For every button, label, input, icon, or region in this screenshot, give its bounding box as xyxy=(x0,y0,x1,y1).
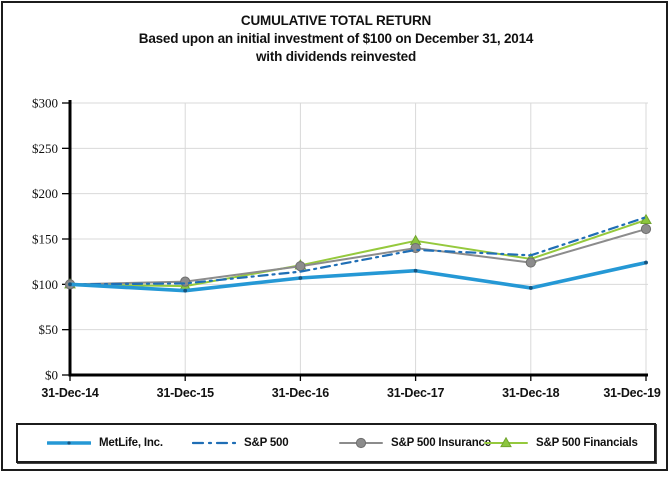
x-tick-label: 31-Dec-19 xyxy=(603,386,661,400)
s-p-500-insurance-marker xyxy=(355,437,367,449)
s-p-500-insurance-marker xyxy=(180,276,191,287)
chart-subtitle-line1: Based upon an initial investment of $100… xyxy=(138,31,534,46)
y-tick-label: $250 xyxy=(32,141,58,156)
legend-item-metlife: MetLife, Inc. xyxy=(47,425,163,461)
s-p-500-line xyxy=(68,216,648,286)
metlife-inc--marker xyxy=(67,441,71,445)
metlife-inc--marker xyxy=(413,268,418,273)
chart-title: CUMULATIVE TOTAL RETURN xyxy=(240,13,432,28)
s-p-500-insurance-line xyxy=(69,228,647,286)
legend-label-sp500: S&P 500 xyxy=(244,437,289,449)
legend-item-sp500-insurance: S&P 500 Insurance xyxy=(339,425,491,461)
y-tick-label: $150 xyxy=(32,232,58,247)
legend: MetLife, Inc. S&P 500 S&P 500 Insurance … xyxy=(16,423,656,463)
metlife-inc--marker xyxy=(183,288,188,293)
sp500-financials-line-sample xyxy=(484,437,528,448)
metlife-inc--line xyxy=(68,260,648,293)
metlife-inc--marker xyxy=(298,276,303,280)
y-tick-label: $100 xyxy=(32,277,58,292)
legend-label-sp500-financials: S&P 500 Financials xyxy=(536,437,638,449)
s-p-500-financials-marker xyxy=(500,437,512,448)
x-tick-label: 31-Dec-18 xyxy=(502,386,560,400)
s-p-500-insurance-marker xyxy=(640,223,652,235)
s-p-500-insurance-marker xyxy=(295,261,306,272)
metlife-inc--marker xyxy=(528,286,533,290)
legend-item-sp500-financials: S&P 500 Financials xyxy=(484,425,638,461)
sp500-insurance-line-sample xyxy=(339,437,383,449)
s-p-500-insurance-marker xyxy=(525,257,536,268)
y-tick-label: $50 xyxy=(39,322,59,337)
x-tick-label: 31-Dec-17 xyxy=(387,386,445,400)
metlife-line-sample xyxy=(47,441,91,445)
chart-subtitle-line2: with dividends reinvested xyxy=(255,49,417,64)
legend-label-metlife: MetLife, Inc. xyxy=(99,437,163,449)
metlife-inc--marker xyxy=(68,282,72,287)
x-tick-label: 31-Dec-16 xyxy=(272,386,330,400)
y-tick-label: $0 xyxy=(45,368,58,383)
metlife-inc--marker xyxy=(644,260,648,265)
x-tick-label: 31-Dec-14 xyxy=(41,386,99,400)
title-block: CUMULATIVE TOTAL RETURN Based upon an in… xyxy=(0,12,672,66)
legend-item-sp500: S&P 500 xyxy=(192,425,289,461)
s-p-500-financials-line xyxy=(69,218,647,288)
legend-label-sp500-insurance: S&P 500 Insurance xyxy=(391,437,491,449)
x-tick-label: 31-Dec-15 xyxy=(157,386,215,400)
y-tick-label: $300 xyxy=(32,96,58,111)
y-tick-label: $200 xyxy=(32,186,58,201)
sp500-line-sample xyxy=(192,441,236,445)
